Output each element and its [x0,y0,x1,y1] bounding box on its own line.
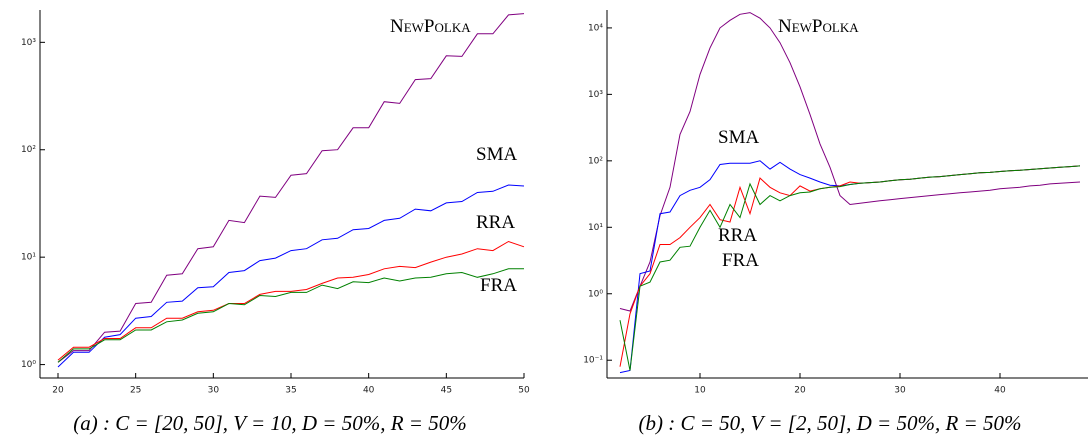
y-tick-label: 10² [588,156,603,166]
x-tick-label: 20 [52,386,64,396]
series-label: SMA [476,144,517,165]
caption: (b) : C = 50, V = [2, 50], D = 50%, R = … [639,411,1022,435]
series-label: NewPolka [778,16,859,37]
series-line [619,165,1081,367]
x-tick-label: 20 [794,386,806,396]
x-tick-label: 30 [208,386,220,396]
y-tick-label: 10³ [21,38,36,48]
y-tick-label: 10² [21,145,36,155]
series-line [619,12,1081,312]
x-tick-label: 25 [130,386,141,396]
series-line [619,160,1081,374]
series-label: RRA [718,225,757,246]
series-label: FRA [480,275,517,296]
x-tick-label: 40 [363,386,375,396]
series-label: NewPolka [390,16,471,37]
x-tick-label: 30 [894,386,906,396]
y-tick-label: 10⁰ [588,289,603,299]
y-tick-label: 10¹ [588,223,603,233]
y-tick-label: 10⁻¹ [583,356,603,366]
series-line [57,13,525,363]
series-label: FRA [722,250,759,271]
x-tick-label: 45 [441,386,452,396]
series-line [57,184,525,368]
caption: (a) : C = [20, 50], V = 10, D = 50%, R =… [73,411,466,435]
series-label: SMA [718,127,759,148]
y-tick-label: 10⁰ [21,360,36,370]
series-label: RRA [476,212,515,233]
y-tick-label: 10¹ [21,253,36,263]
series-line [57,268,524,363]
y-tick-label: 10⁴ [588,23,603,33]
series-line [619,165,1081,371]
x-tick-label: 35 [285,386,296,396]
x-tick-label: 10 [694,386,706,396]
x-tick-label: 40 [994,386,1006,396]
series-line [57,240,525,361]
x-tick-label: 50 [518,386,530,396]
y-tick-label: 10³ [588,90,603,100]
